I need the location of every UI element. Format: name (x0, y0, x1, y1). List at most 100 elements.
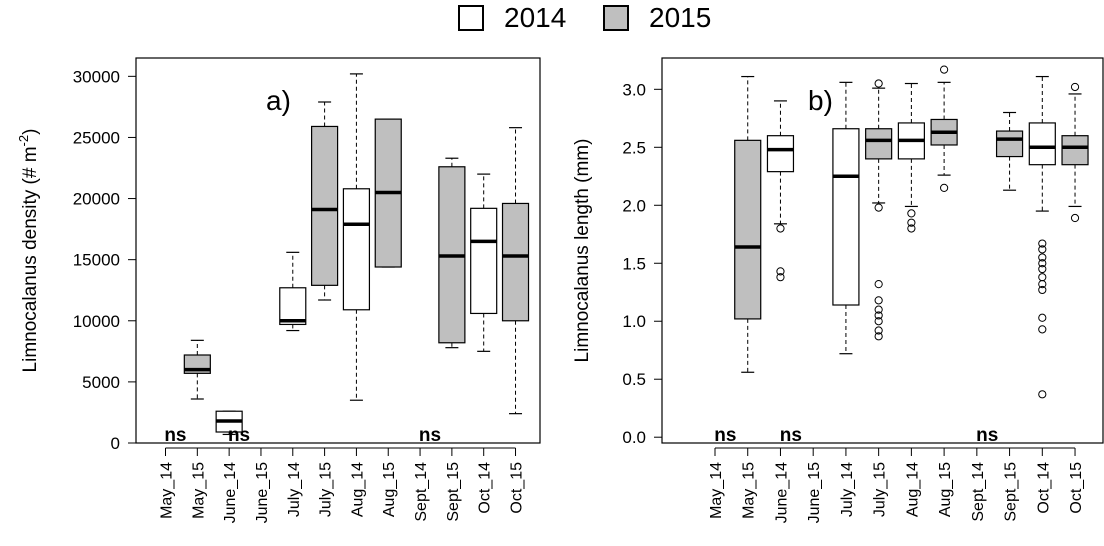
x-tick-label-a: May_15 (190, 462, 207, 519)
legend-label-2014: 2014 (504, 2, 567, 33)
outlier-point-b (1038, 280, 1047, 289)
x-tick-label-a: Sept_14 (413, 462, 430, 522)
y-tick-label-a: 20000 (73, 190, 120, 209)
panel-label-b: b) (808, 85, 833, 116)
y-tick-label-b: 1.0 (622, 312, 646, 331)
x-tick-label-b: Sept_15 (1003, 462, 1020, 522)
outlier-point-b (874, 280, 883, 289)
box-b (865, 128, 893, 160)
legend-item-2014: 2014 (458, 2, 566, 34)
outlier-point-b (907, 218, 916, 227)
outlier-point-b (1038, 390, 1047, 399)
legend: 2014 2015 (0, 2, 1104, 42)
box-a (342, 188, 371, 311)
ns-annotation-a: ns (419, 425, 441, 446)
outlier-point-b (1038, 253, 1047, 262)
legend-swatch-2015 (603, 5, 629, 31)
ns-annotation-b: ns (714, 425, 736, 446)
plot-frame-a (135, 57, 541, 444)
x-tick-label-b: June_14 (773, 462, 790, 523)
panel-label-a: a) (266, 85, 291, 116)
box-b (1028, 122, 1056, 166)
box-b (766, 135, 795, 173)
box-b (832, 128, 860, 306)
outlier-point-b (1038, 285, 1047, 295)
x-tick-label-a: Aug_15 (381, 462, 398, 517)
y-tick-label-a: 30000 (73, 67, 120, 86)
outlier-point-b (1038, 325, 1047, 334)
outlier-point-b (874, 203, 883, 212)
outlier-point-b (1038, 245, 1047, 254)
outlier-point-b (1038, 273, 1047, 282)
x-tick-label-b: Sept_14 (970, 462, 987, 522)
y-tick-label-a: 10000 (73, 312, 120, 331)
plot-frame-b (661, 57, 1104, 444)
outlier-point-b (940, 183, 949, 192)
x-tick-label-a: July_15 (318, 462, 335, 517)
x-tick-label-b: June_15 (806, 462, 823, 523)
outlier-point-b (907, 224, 916, 233)
box-a (501, 202, 530, 322)
outlier-point-b (874, 332, 883, 341)
outlier-point-b (1038, 313, 1047, 322)
legend-swatch-2014 (458, 5, 484, 31)
ns-annotation-a: ns (228, 425, 250, 446)
outlier-point-b (874, 305, 883, 314)
box-b (1061, 135, 1089, 166)
x-tick-label-a: Oct_14 (477, 462, 494, 514)
chart-panel-b: 0.0 0.5 1.0 1.5 2.0 2.5 3.0 Limnocalanus length… (572, 57, 1104, 523)
y-tick-label-a: 15000 (73, 251, 120, 270)
y-tick-label-b: 2.5 (622, 138, 646, 157)
ns-annotation-a: ns (164, 425, 186, 446)
x-tick-label-a: Sept_15 (445, 462, 462, 522)
y-tick-label-b: 1.5 (622, 254, 646, 273)
outlier-point-b (1070, 213, 1080, 223)
box-a (470, 207, 498, 315)
y-tick-label-b: 2.0 (622, 196, 646, 215)
legend-item-2015: 2015 (603, 2, 711, 34)
x-tick-label-a: July_14 (286, 462, 303, 517)
x-tick-label-b: Aug_14 (904, 462, 921, 517)
outlier-point-b (776, 267, 785, 276)
y-tick-label-a: 25000 (73, 128, 120, 147)
x-tick-label-b: May_14 (708, 462, 725, 519)
x-tick-label-a: Aug_14 (349, 462, 366, 517)
outlier-point-b (874, 317, 883, 326)
box-b (995, 130, 1024, 158)
outlier-point-b (874, 296, 883, 305)
outlier-point-b (1038, 264, 1047, 274)
ns-annotation-b: ns (976, 425, 998, 446)
outlier-point-b (907, 209, 916, 218)
outlier-point-b (1070, 82, 1080, 92)
ns-annotation-b: ns (780, 425, 802, 446)
x-tick-label-a: June_14 (222, 462, 239, 523)
outlier-point-b (776, 224, 785, 233)
y-tick-label-b: 0.0 (622, 428, 646, 447)
outlier-point-b (874, 79, 883, 88)
x-tick-label-b: Aug_15 (937, 462, 954, 517)
outlier-point-b (1038, 239, 1047, 248)
x-tick-label-b: Oct_15 (1068, 462, 1085, 514)
x-tick-label-a: Oct_15 (509, 462, 526, 514)
y-axis-label-a: Limnocalanus density (# m-2) (16, 129, 41, 373)
y-axis-label-b: Limnocalanus length (mm) (572, 139, 593, 363)
legend-label-2015: 2015 (649, 2, 712, 33)
y-tick-label-a: 0 (111, 434, 120, 453)
outlier-point-b (776, 273, 785, 282)
box-a (279, 287, 307, 326)
x-tick-label-b: Oct_14 (1035, 462, 1052, 514)
x-tick-label-b: July_14 (839, 462, 856, 517)
x-tick-label-a: May_14 (159, 462, 176, 519)
y-tick-label-a: 5000 (82, 373, 120, 392)
outlier-point-b (940, 65, 949, 74)
chart-panel-a: 0 5000 10000 15000 20000 25000 30000 Limnocalan… (16, 57, 541, 523)
outlier-point-b (874, 311, 883, 320)
box-b (734, 139, 762, 320)
y-tick-label-b: 3.0 (622, 80, 646, 99)
outlier-point-b (1038, 259, 1047, 268)
x-tick-label-b: July_15 (872, 462, 889, 517)
x-tick-label-a: June_15 (254, 462, 271, 523)
box-a (311, 125, 339, 286)
y-tick-label-b: 0.5 (622, 370, 646, 389)
